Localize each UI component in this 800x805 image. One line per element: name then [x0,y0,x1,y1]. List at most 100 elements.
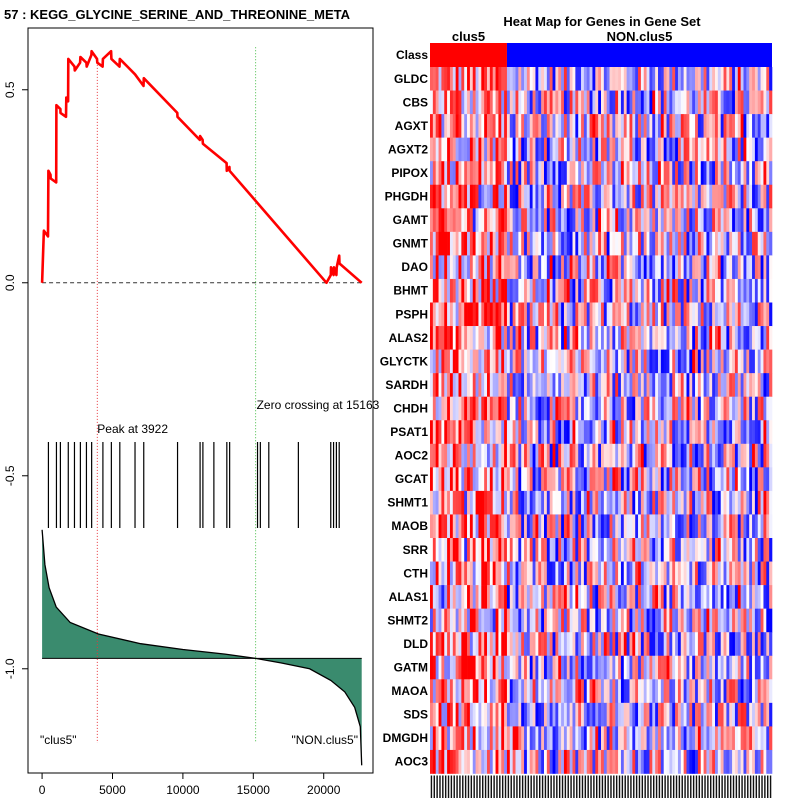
heatmap-cell [561,608,565,633]
heatmap-cell [487,396,491,421]
heatmap-cell [538,538,542,562]
heatmap-cell [555,632,559,657]
heatmap-cell [623,373,627,397]
heatmap-cell [563,514,568,539]
heatmap-cell [515,326,519,350]
sample-tick [724,775,726,798]
heatmap-cell [518,608,522,633]
heatmap-cell [487,749,491,774]
heatmap-cell [563,90,568,115]
heatmap-cell [555,443,559,468]
heatmap-cell [609,373,613,397]
heatmap-cell [504,702,508,727]
gene-label: SHMT1 [387,496,428,510]
heatmap-cell [686,702,690,727]
heatmap-cell [601,514,605,539]
heatmap-cell [506,90,511,115]
sample-tick [593,775,595,798]
heatmap-cell [518,702,522,727]
heatmap-cell [715,420,719,445]
heatmap-cell [601,208,605,233]
sample-tick [624,775,626,798]
heatmap-cell [615,702,619,727]
heatmap-cell [749,726,753,751]
heatmap-cell [447,326,451,350]
heatmap-cell [558,302,562,327]
heatmap-cell [558,396,562,421]
heatmap-cell [558,702,562,727]
heatmap-cell [686,326,690,350]
heatmap-cell [455,655,459,680]
heatmap-cell [603,255,607,280]
heatmap-cell [598,349,602,374]
heatmap-cell [652,161,656,186]
heatmap-cell [686,67,690,91]
heatmap-cell [558,90,562,115]
heatmap-cell [766,655,770,680]
heatmap-cell [638,161,642,186]
heatmap-cell [452,443,456,468]
heatmap-cell [695,538,699,562]
heatmap-cell [561,373,565,397]
heatmap-cell [435,255,439,280]
heatmap-row-srr [430,538,773,562]
heatmap-cell [689,585,693,609]
heatmap-cell [521,114,525,138]
heatmap-cell [675,161,679,186]
heatmap-cell [581,490,585,515]
heatmap-cell [432,302,436,327]
heatmap-gene-labels: GLDCCBSAGXTAGXT2PIPOXPHGDHGAMTGNMTDAOBHM… [380,72,429,769]
heatmap-cell [689,373,693,397]
heatmap-cell [669,655,673,680]
heatmap-cell [620,137,625,162]
heatmap-cell [498,561,502,586]
heatmap-cell [430,302,434,327]
heatmap-cell [655,655,659,680]
heatmap-cell [749,208,753,233]
heatmap-cell [518,161,522,186]
heatmap-cell [469,231,474,256]
heatmap-cell [635,702,639,727]
heatmap-cell [529,443,533,468]
heatmap-cell [583,137,588,162]
heatmap-cell [715,514,719,539]
heatmap-cell [663,90,667,115]
heatmap-cell [706,561,710,586]
heatmap-cell [518,208,522,233]
heatmap-cell [615,302,619,327]
heatmap-cell [749,396,753,421]
heatmap-cell [515,278,519,303]
heatmap-cell [612,679,616,704]
heatmap-cell [652,67,656,91]
heatmap-cell [447,231,451,256]
heatmap-cell [689,231,693,256]
heatmap-cell [729,137,733,162]
heatmap-cell [541,396,545,421]
sample-tick [527,775,530,798]
heatmap-cell [512,184,516,209]
heatmap-cell [432,90,436,115]
heatmap-cell [703,208,707,233]
heatmap-cell [620,420,625,445]
heatmap-cell [452,184,456,209]
heatmap-cell [663,184,667,209]
heatmap-cell [732,632,736,657]
heatmap-cell [683,231,687,256]
enrichment-plot-frame [27,27,374,774]
heatmap-cell [660,161,664,186]
heatmap-cell [663,231,667,256]
heatmap-cell [583,349,588,374]
heatmap-cell [464,538,468,562]
heatmap-cell [458,114,462,138]
heatmap-cell [666,373,670,397]
heatmap-cell [506,749,511,774]
heatmap-cell [512,231,516,256]
heatmap-cell [680,608,684,633]
heatmap-cell [666,184,670,209]
heatmap-cell [552,255,556,280]
heatmap-cell [595,208,599,233]
heatmap-cell [689,632,693,657]
heatmap-cell [435,749,439,774]
heatmap-cell [592,67,596,91]
heatmap-cell [737,396,741,421]
